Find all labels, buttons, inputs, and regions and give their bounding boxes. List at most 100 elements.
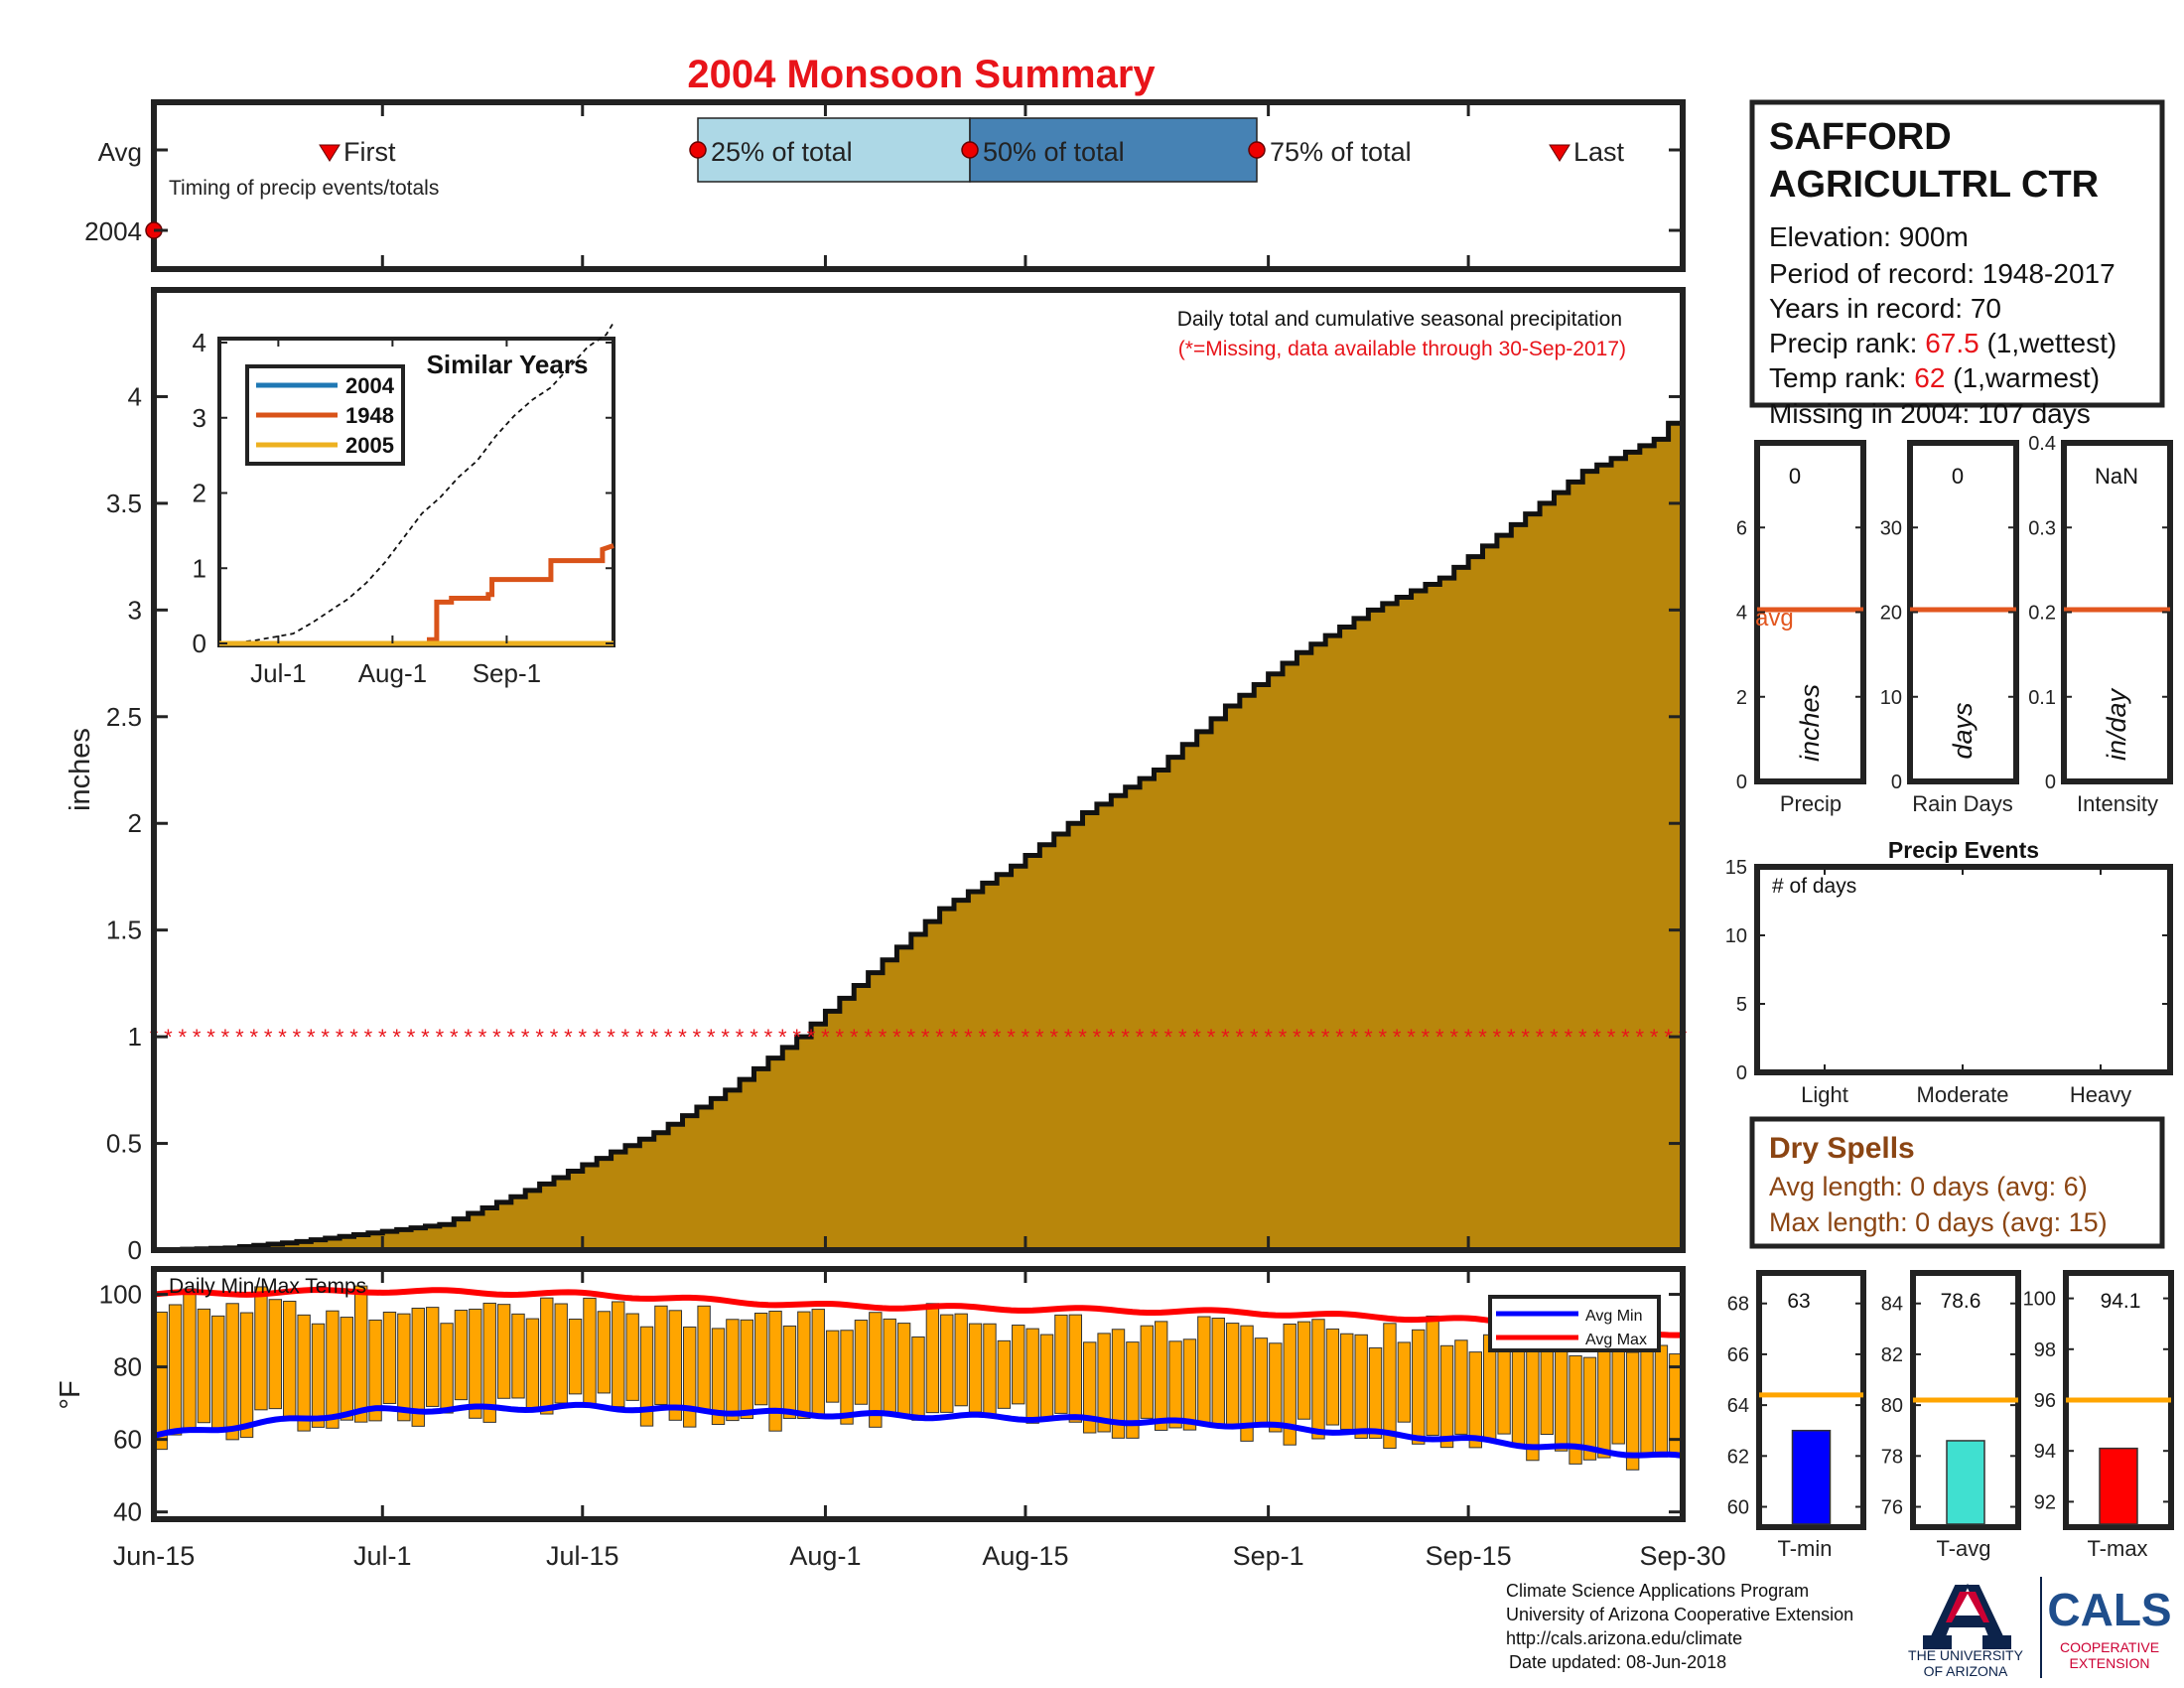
footer-line-3: http://cals.arizona.edu/climate [1506, 1628, 1742, 1648]
temp-bar [968, 1323, 983, 1413]
side-tick-label: 30 [1880, 517, 1902, 539]
temp-bar [326, 1310, 340, 1429]
missing-marker: * [792, 1025, 801, 1050]
ua-text-2: OF ARIZONA [1924, 1663, 2008, 1679]
missing-marker: * [978, 1025, 987, 1050]
missing-marker: * [1307, 1025, 1316, 1050]
temp-bar [954, 1313, 968, 1407]
side-tick-label: 5 [1736, 994, 1747, 1016]
temp-bar [425, 1307, 440, 1407]
temp-bar [1097, 1333, 1111, 1433]
missing-marker: * [607, 1025, 615, 1050]
missing-marker: * [550, 1025, 559, 1050]
missing-marker: * [278, 1025, 287, 1050]
temp-bar [1311, 1319, 1325, 1440]
last-label: Last [1573, 137, 1625, 167]
x-axis-labels: Jun-15 Jul-1 Jul-15 Aug-1 Aug-15 Sep-1 Sep-15 S… [113, 1541, 1726, 1571]
missing-marker: * [721, 1025, 730, 1050]
side-tick-label: 100 [2023, 1289, 2056, 1311]
first-label: First [343, 137, 396, 167]
legend-avg-max: Avg Max [1585, 1332, 1647, 1348]
temp-bar [825, 1330, 840, 1403]
cumulative-precip-area [154, 407, 1686, 1253]
temp-bar [183, 1288, 197, 1432]
missing-marker: * [535, 1025, 544, 1050]
temp-bar [540, 1297, 554, 1415]
side-tick-label: 4 [1736, 603, 1747, 625]
inset-ticks: 0 1 2 3 4 Jul-1 Aug-1 Sep-1 [193, 328, 614, 688]
missing-marker: * [564, 1025, 573, 1050]
temp-legend [1488, 1295, 1661, 1352]
missing-marker: * [993, 1025, 1002, 1050]
missing-marker: * [1121, 1025, 1130, 1050]
intensity-value: NaN [2095, 464, 2138, 489]
dry-spells-avg: Avg length: 0 days (avg: 6) [1769, 1172, 2088, 1201]
temp-bar [1111, 1329, 1126, 1439]
missing-marker: * [1107, 1025, 1116, 1050]
station-period: Period of record: 1948-2017 [1769, 258, 2116, 289]
side-tick-label: 80 [1881, 1395, 1903, 1417]
missing-marker: * [421, 1025, 430, 1050]
temp-bar [1439, 1344, 1454, 1449]
missing-marker: * [635, 1025, 644, 1050]
temp-bar [1397, 1341, 1412, 1423]
legend-avg-min: Avg Min [1585, 1308, 1643, 1325]
station-temp-rank: Temp rank: 62 (1,warmest) [1769, 362, 2100, 393]
events-cat-heavy: Heavy [2070, 1082, 2131, 1107]
missing-marker: * [206, 1025, 215, 1050]
temp-bar [1054, 1314, 1068, 1414]
missing-marker: * [193, 1025, 202, 1050]
temp-bar [254, 1286, 268, 1411]
missing-marker: * [1207, 1025, 1216, 1050]
avg-max-line [153, 1287, 1684, 1338]
temp-bar [1154, 1321, 1168, 1431]
temp-bar [511, 1313, 525, 1399]
side-tick-label: 98 [2034, 1339, 2056, 1361]
last-marker-icon [1549, 144, 1570, 162]
side-tick-label: 66 [1727, 1344, 1749, 1366]
missing-marker: * [850, 1025, 859, 1050]
temp-bar [411, 1307, 425, 1427]
missing-marker: * [1507, 1025, 1516, 1050]
precip-unit: inches [1795, 684, 1825, 762]
missing-marker: * [1136, 1025, 1145, 1050]
missing-marker: * [921, 1025, 930, 1050]
temp-bar [896, 1323, 911, 1417]
temp-bar [1197, 1316, 1211, 1424]
temp-bar [225, 1303, 239, 1441]
cals-text: CALS [2047, 1584, 2171, 1635]
events-title: Precip Events [1888, 837, 2039, 863]
temp-bar [797, 1311, 811, 1420]
timing-year-label: 2004 [84, 216, 142, 246]
temp-summary-bar [1791, 1429, 1832, 1525]
missing-marker: * [235, 1025, 244, 1050]
missing-marker: * [1236, 1025, 1245, 1050]
temp-bar [1582, 1356, 1597, 1461]
station-years: Years in record: 70 [1769, 293, 2001, 324]
tmin-value: 63 [1787, 1290, 1810, 1313]
temp-bar [283, 1300, 297, 1421]
q50-marker [961, 141, 979, 159]
missing-marker: * [664, 1025, 673, 1050]
temp-summary-bar [2099, 1447, 2138, 1525]
temp-bar [1269, 1342, 1283, 1433]
university-of-arizona-logo: THE UNIVERSITY OF ARIZONA [1908, 1583, 2024, 1679]
small-panels: avg 0 0 NaN inches days in/day Precip Ra… [1754, 440, 2173, 816]
temp-bar [1025, 1328, 1039, 1424]
missing-marker: * [950, 1025, 959, 1050]
main-y-label: inches [65, 728, 96, 811]
temp-bar [940, 1314, 954, 1413]
missing-marker: * [164, 1025, 173, 1050]
temp-bar [597, 1311, 612, 1394]
temp-y-tick-label: 80 [113, 1352, 142, 1382]
main-y-tick-label: 1.5 [106, 915, 142, 945]
missing-marker: * [492, 1025, 501, 1050]
quartile-25-50-box [697, 117, 971, 183]
missing-marker: * [221, 1025, 230, 1050]
temp-bar [197, 1308, 211, 1424]
temp-bar [440, 1323, 454, 1414]
precip-avg-label: avg [1755, 605, 1794, 632]
temp-bar [639, 1326, 654, 1427]
temp-bar [1182, 1338, 1197, 1431]
